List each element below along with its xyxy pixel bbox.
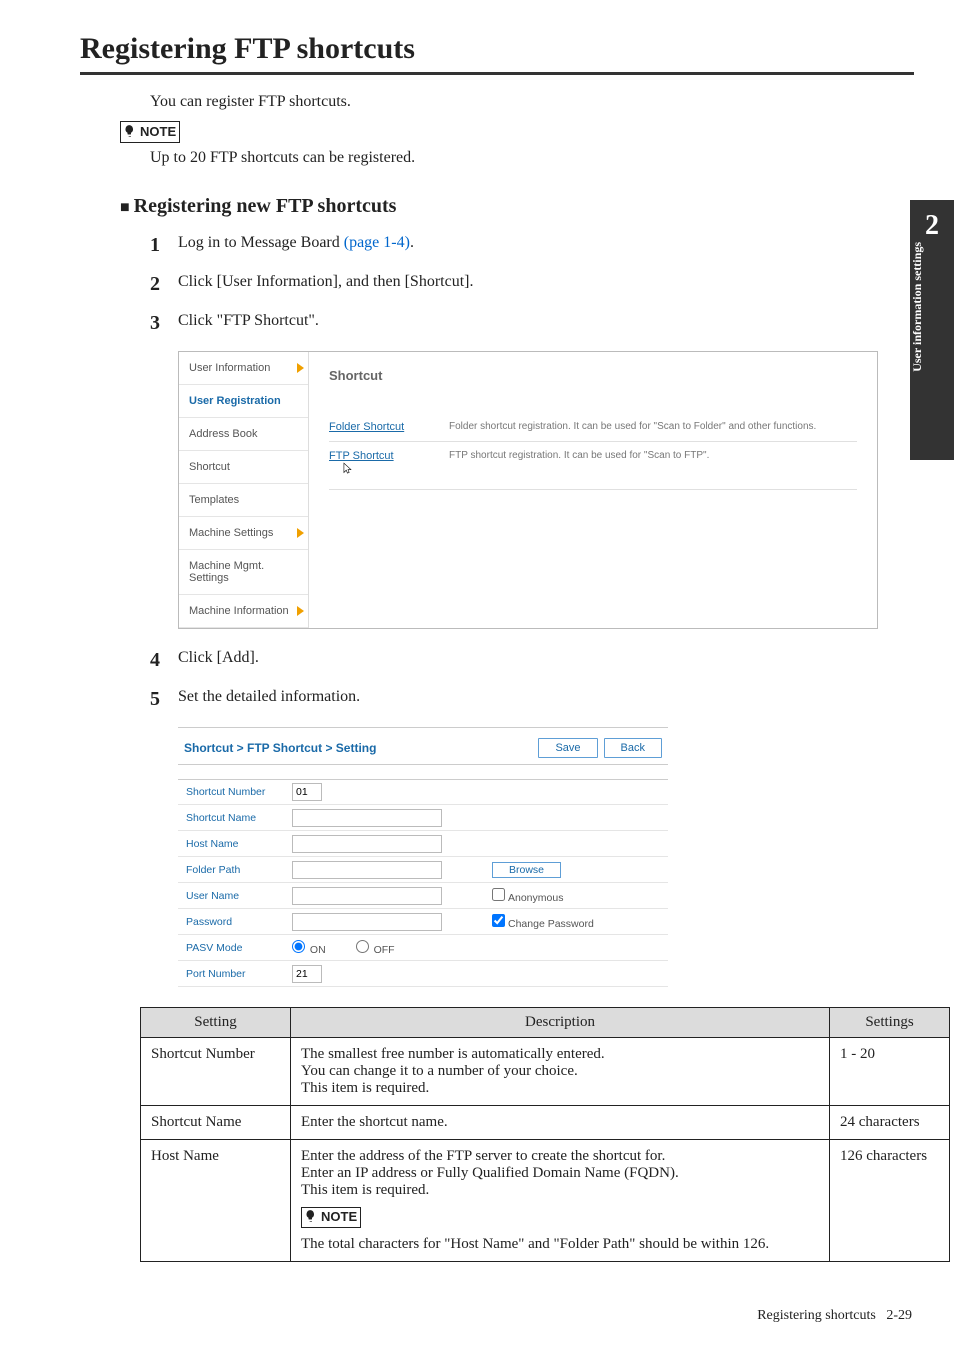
port-number-input[interactable] xyxy=(292,965,322,983)
label-user-name: User Name xyxy=(178,886,288,906)
sidebar-item-user-reg[interactable]: User Registration xyxy=(179,385,308,418)
shortcut-number-input[interactable] xyxy=(292,783,322,801)
step-text: Log in to Message Board (page 1-4). xyxy=(178,234,914,252)
td-val: 126 characters xyxy=(830,1140,950,1262)
label-password: Password xyxy=(178,912,288,932)
active-marker-icon xyxy=(297,528,304,538)
td-desc: Enter the shortcut name. xyxy=(291,1106,830,1140)
label-shortcut-name: Shortcut Name xyxy=(178,808,288,828)
pasv-on-label: ON xyxy=(310,944,326,956)
shortcut-name-input[interactable] xyxy=(292,809,442,827)
sidebar-item-machine-mgmt[interactable]: Machine Mgmt. Settings xyxy=(179,550,308,595)
back-button[interactable]: Back xyxy=(604,738,662,758)
folder-shortcut-desc: Folder shortcut registration. It can be … xyxy=(449,421,816,433)
chapter-label: User information settings xyxy=(910,242,954,390)
chapter-tab: 2 User information settings xyxy=(910,200,954,460)
note-body: Up to 20 FTP shortcuts can be registered… xyxy=(150,149,914,167)
step-text: Click [User Information], and then [Shor… xyxy=(178,273,914,291)
label-folder-path: Folder Path xyxy=(178,860,288,880)
step-3: 3 Click "FTP Shortcut". xyxy=(150,312,914,335)
td-val: 24 characters xyxy=(830,1106,950,1140)
browse-button[interactable]: Browse xyxy=(492,862,561,878)
chapter-number: 2 xyxy=(910,200,954,242)
folder-path-input[interactable] xyxy=(292,861,442,879)
note-icon xyxy=(124,124,138,138)
active-marker-icon xyxy=(297,606,304,616)
step-2: 2 Click [User Information], and then [Sh… xyxy=(150,273,914,296)
active-marker-icon xyxy=(297,363,304,373)
note-label: NOTE xyxy=(321,1209,357,1224)
host-name-input[interactable] xyxy=(292,835,442,853)
step-text: Click [Add]. xyxy=(178,649,914,667)
save-button[interactable]: Save xyxy=(538,738,597,758)
note-badge: NOTE xyxy=(120,121,180,143)
pasv-off-label: OFF xyxy=(374,944,395,956)
section-heading: Registering new FTP shortcuts xyxy=(120,195,914,218)
step-num: 5 xyxy=(150,688,178,711)
step-num: 4 xyxy=(150,649,178,672)
settings-table: Setting Description Settings Shortcut Nu… xyxy=(140,1007,950,1262)
td-desc: Enter the address of the FTP server to c… xyxy=(291,1140,830,1262)
cursor-icon xyxy=(341,460,355,478)
th-settings: Settings xyxy=(830,1008,950,1038)
pasv-on-radio[interactable] xyxy=(292,940,305,953)
label-pasv: PASV Mode xyxy=(178,938,288,958)
table-row: Host Name Enter the address of the FTP s… xyxy=(141,1140,950,1262)
step-num: 3 xyxy=(150,312,178,335)
step-num: 2 xyxy=(150,273,178,296)
label-host-name: Host Name xyxy=(178,834,288,854)
sidebar-nav: User Information User Registration Addre… xyxy=(179,352,309,628)
ftp-shortcut-desc: FTP shortcut registration. It can be use… xyxy=(449,450,709,481)
screenshot-ftp-form: Shortcut > FTP Shortcut > Setting Save B… xyxy=(178,727,668,987)
label-port: Port Number xyxy=(178,964,288,984)
page-ref-link[interactable]: (page 1-4) xyxy=(344,234,410,251)
step-5: 5 Set the detailed information. xyxy=(150,688,914,711)
change-password-checkbox[interactable] xyxy=(492,914,505,927)
step-text: Set the detailed information. xyxy=(178,688,914,706)
user-name-input[interactable] xyxy=(292,887,442,905)
th-setting: Setting xyxy=(141,1008,291,1038)
sidebar-item-machine-settings[interactable]: Machine Settings xyxy=(179,517,308,550)
td-name: Shortcut Name xyxy=(141,1106,291,1140)
panel-title: Shortcut xyxy=(329,368,857,383)
step-text: Click "FTP Shortcut". xyxy=(178,312,914,330)
td-name: Host Name xyxy=(141,1140,291,1262)
note-label: NOTE xyxy=(140,124,176,139)
table-row: Shortcut Number The smallest free number… xyxy=(141,1038,950,1106)
step-1: 1 Log in to Message Board (page 1-4). xyxy=(150,234,914,257)
sidebar-item-address-book[interactable]: Address Book xyxy=(179,418,308,451)
note-icon xyxy=(305,1209,319,1223)
th-description: Description xyxy=(291,1008,830,1038)
screenshot-shortcut-menu: User Information User Registration Addre… xyxy=(178,351,878,629)
sidebar-item-user-info[interactable]: User Information xyxy=(179,352,308,385)
sidebar-item-templates[interactable]: Templates xyxy=(179,484,308,517)
page-footer: Registering shortcuts 2-29 xyxy=(757,1308,912,1324)
password-input[interactable] xyxy=(292,913,442,931)
pasv-off-radio[interactable] xyxy=(356,940,369,953)
sidebar-item-machine-info[interactable]: Machine Information xyxy=(179,595,308,628)
anonymous-label: Anonymous xyxy=(508,892,563,904)
change-password-label: Change Password xyxy=(508,918,594,930)
step-num: 1 xyxy=(150,234,178,257)
td-desc: The smallest free number is automaticall… xyxy=(291,1038,830,1106)
td-val: 1 - 20 xyxy=(830,1038,950,1106)
step-4: 4 Click [Add]. xyxy=(150,649,914,672)
breadcrumb: Shortcut > FTP Shortcut > Setting xyxy=(184,741,376,755)
folder-shortcut-link[interactable]: Folder Shortcut xyxy=(329,421,449,433)
td-name: Shortcut Number xyxy=(141,1038,291,1106)
label-shortcut-number: Shortcut Number xyxy=(178,782,288,802)
sidebar-item-shortcut[interactable]: Shortcut xyxy=(179,451,308,484)
intro-text: You can register FTP shortcuts. xyxy=(150,93,914,111)
note-badge: NOTE xyxy=(301,1207,361,1228)
anonymous-checkbox[interactable] xyxy=(492,888,505,901)
table-row: Shortcut Name Enter the shortcut name. 2… xyxy=(141,1106,950,1140)
page-title: Registering FTP shortcuts xyxy=(80,32,914,75)
